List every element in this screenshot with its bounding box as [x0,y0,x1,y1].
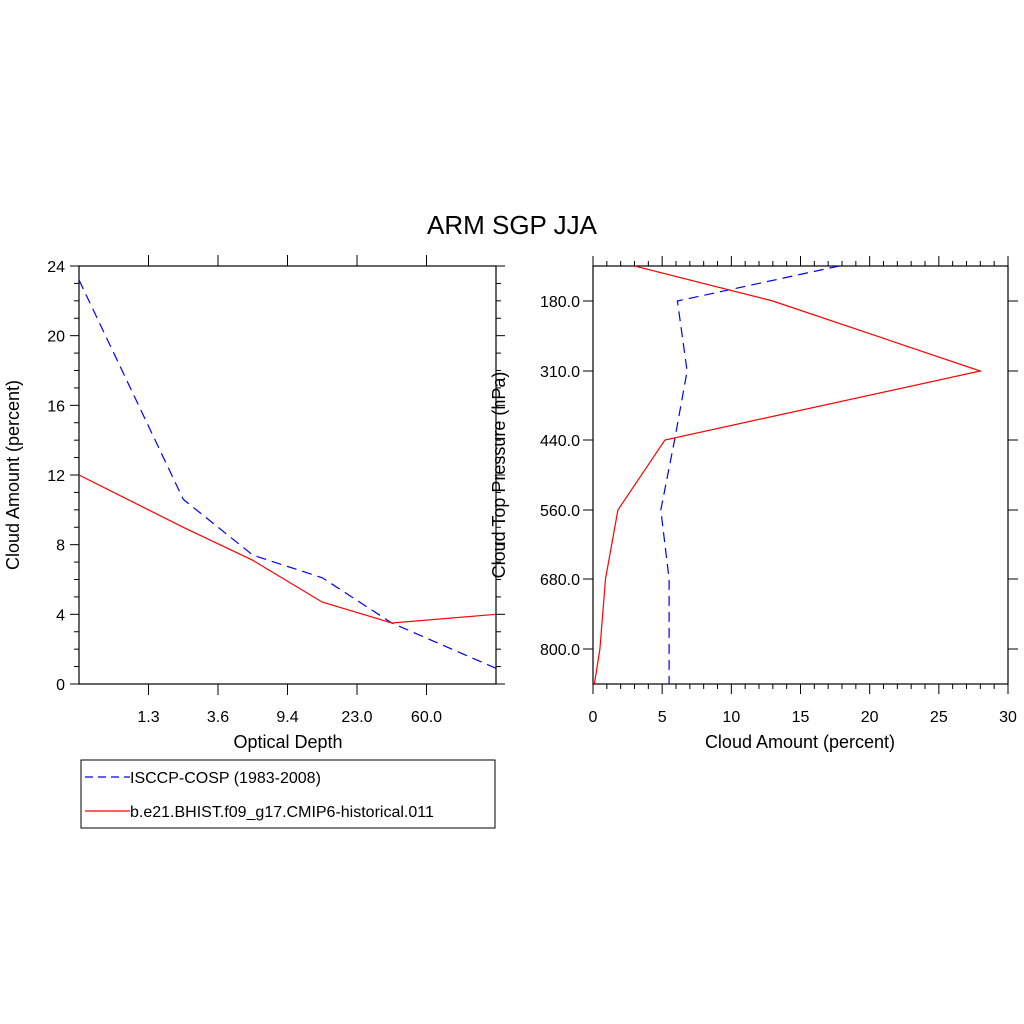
legend: ISCCP-COSP (1983-2008) b.e21.BHIST.f09_g… [80,759,496,829]
right-xtick-label-0: 0 [589,709,598,726]
right-ytick-label-180-0: 180.0 [540,294,580,311]
left-series-isccp-cosp-1983-2008 [78,279,497,669]
left-xtick-label-1-3: 1.3 [137,709,159,726]
left-plot-frame [78,265,497,685]
left-ytick-label-20: 20 [47,329,65,346]
right-ytick-label-310-0: 310.0 [540,364,580,381]
right-xlabel: Cloud Amount (percent) [705,732,895,752]
right-ticks: 0 5 10 15 20 25 30 180.0 310.0 440.0 560.0 680.0 800… [540,256,1018,726]
left-series-b-e21-bhist-f09-g17-cmip6-historical-011 [78,474,497,624]
legend-label-model: b.e21.BHIST.f09_g17.CMIP6-historical.011 [130,804,434,821]
chart-title: ARM SGP JJA [427,210,598,240]
right-xtick-label-5: 5 [658,709,667,726]
left-xtick-label-23-0: 23.0 [341,709,372,726]
right-ytick-label-560-0: 560.0 [540,503,580,520]
legend-box [80,759,496,829]
left-xlabel: Optical Depth [233,732,342,752]
right-panel: 0 5 10 15 20 25 30 180.0 310.0 440.0 560.0 680.0 800… [489,256,1018,752]
right-xtick-label-30: 30 [999,709,1017,726]
right-ytick-label-680-0: 680.0 [540,572,580,589]
left-ylabel: Cloud Amount (percent) [3,380,23,570]
left-lines [78,279,497,669]
left-ytick-label-24: 24 [47,259,65,276]
right-plot-frame [592,265,1009,685]
left-ytick-label-8: 8 [56,538,65,555]
right-ytick-label-800-0: 800.0 [540,642,580,659]
left-xtick-label-60-0: 60.0 [411,709,442,726]
left-ytick-label-16: 16 [47,398,65,415]
right-xtick-label-10: 10 [722,709,740,726]
right-xtick-label-25: 25 [930,709,948,726]
right-lines [593,265,983,685]
left-panel: 0 4 8 12 16 20 24 1.3 3.6 9.4 23.0 60.0 Optical Dep… [3,255,505,752]
right-series-b-e21-bhist-f09-g17-cmip6-historical-011 [593,265,983,685]
left-xtick-label-9-4: 9.4 [276,709,298,726]
legend-label-isccp: ISCCP-COSP (1983-2008) [130,770,321,787]
right-series-isccp-cosp-1983-2008 [660,265,840,684]
right-xtick-label-20: 20 [861,709,879,726]
right-ylabel: Cloud Top Pressure (hPa) [489,372,509,579]
left-ytick-label-4: 4 [56,607,65,624]
right-ytick-label-440-0: 440.0 [540,433,580,450]
left-ytick-label-0: 0 [56,677,65,694]
left-xtick-label-3-6: 3.6 [207,709,229,726]
right-xtick-label-15: 15 [792,709,810,726]
left-ticks: 0 4 8 12 16 20 24 1.3 3.6 9.4 23.0 60.0 [47,255,505,726]
left-ytick-label-12: 12 [47,468,65,485]
